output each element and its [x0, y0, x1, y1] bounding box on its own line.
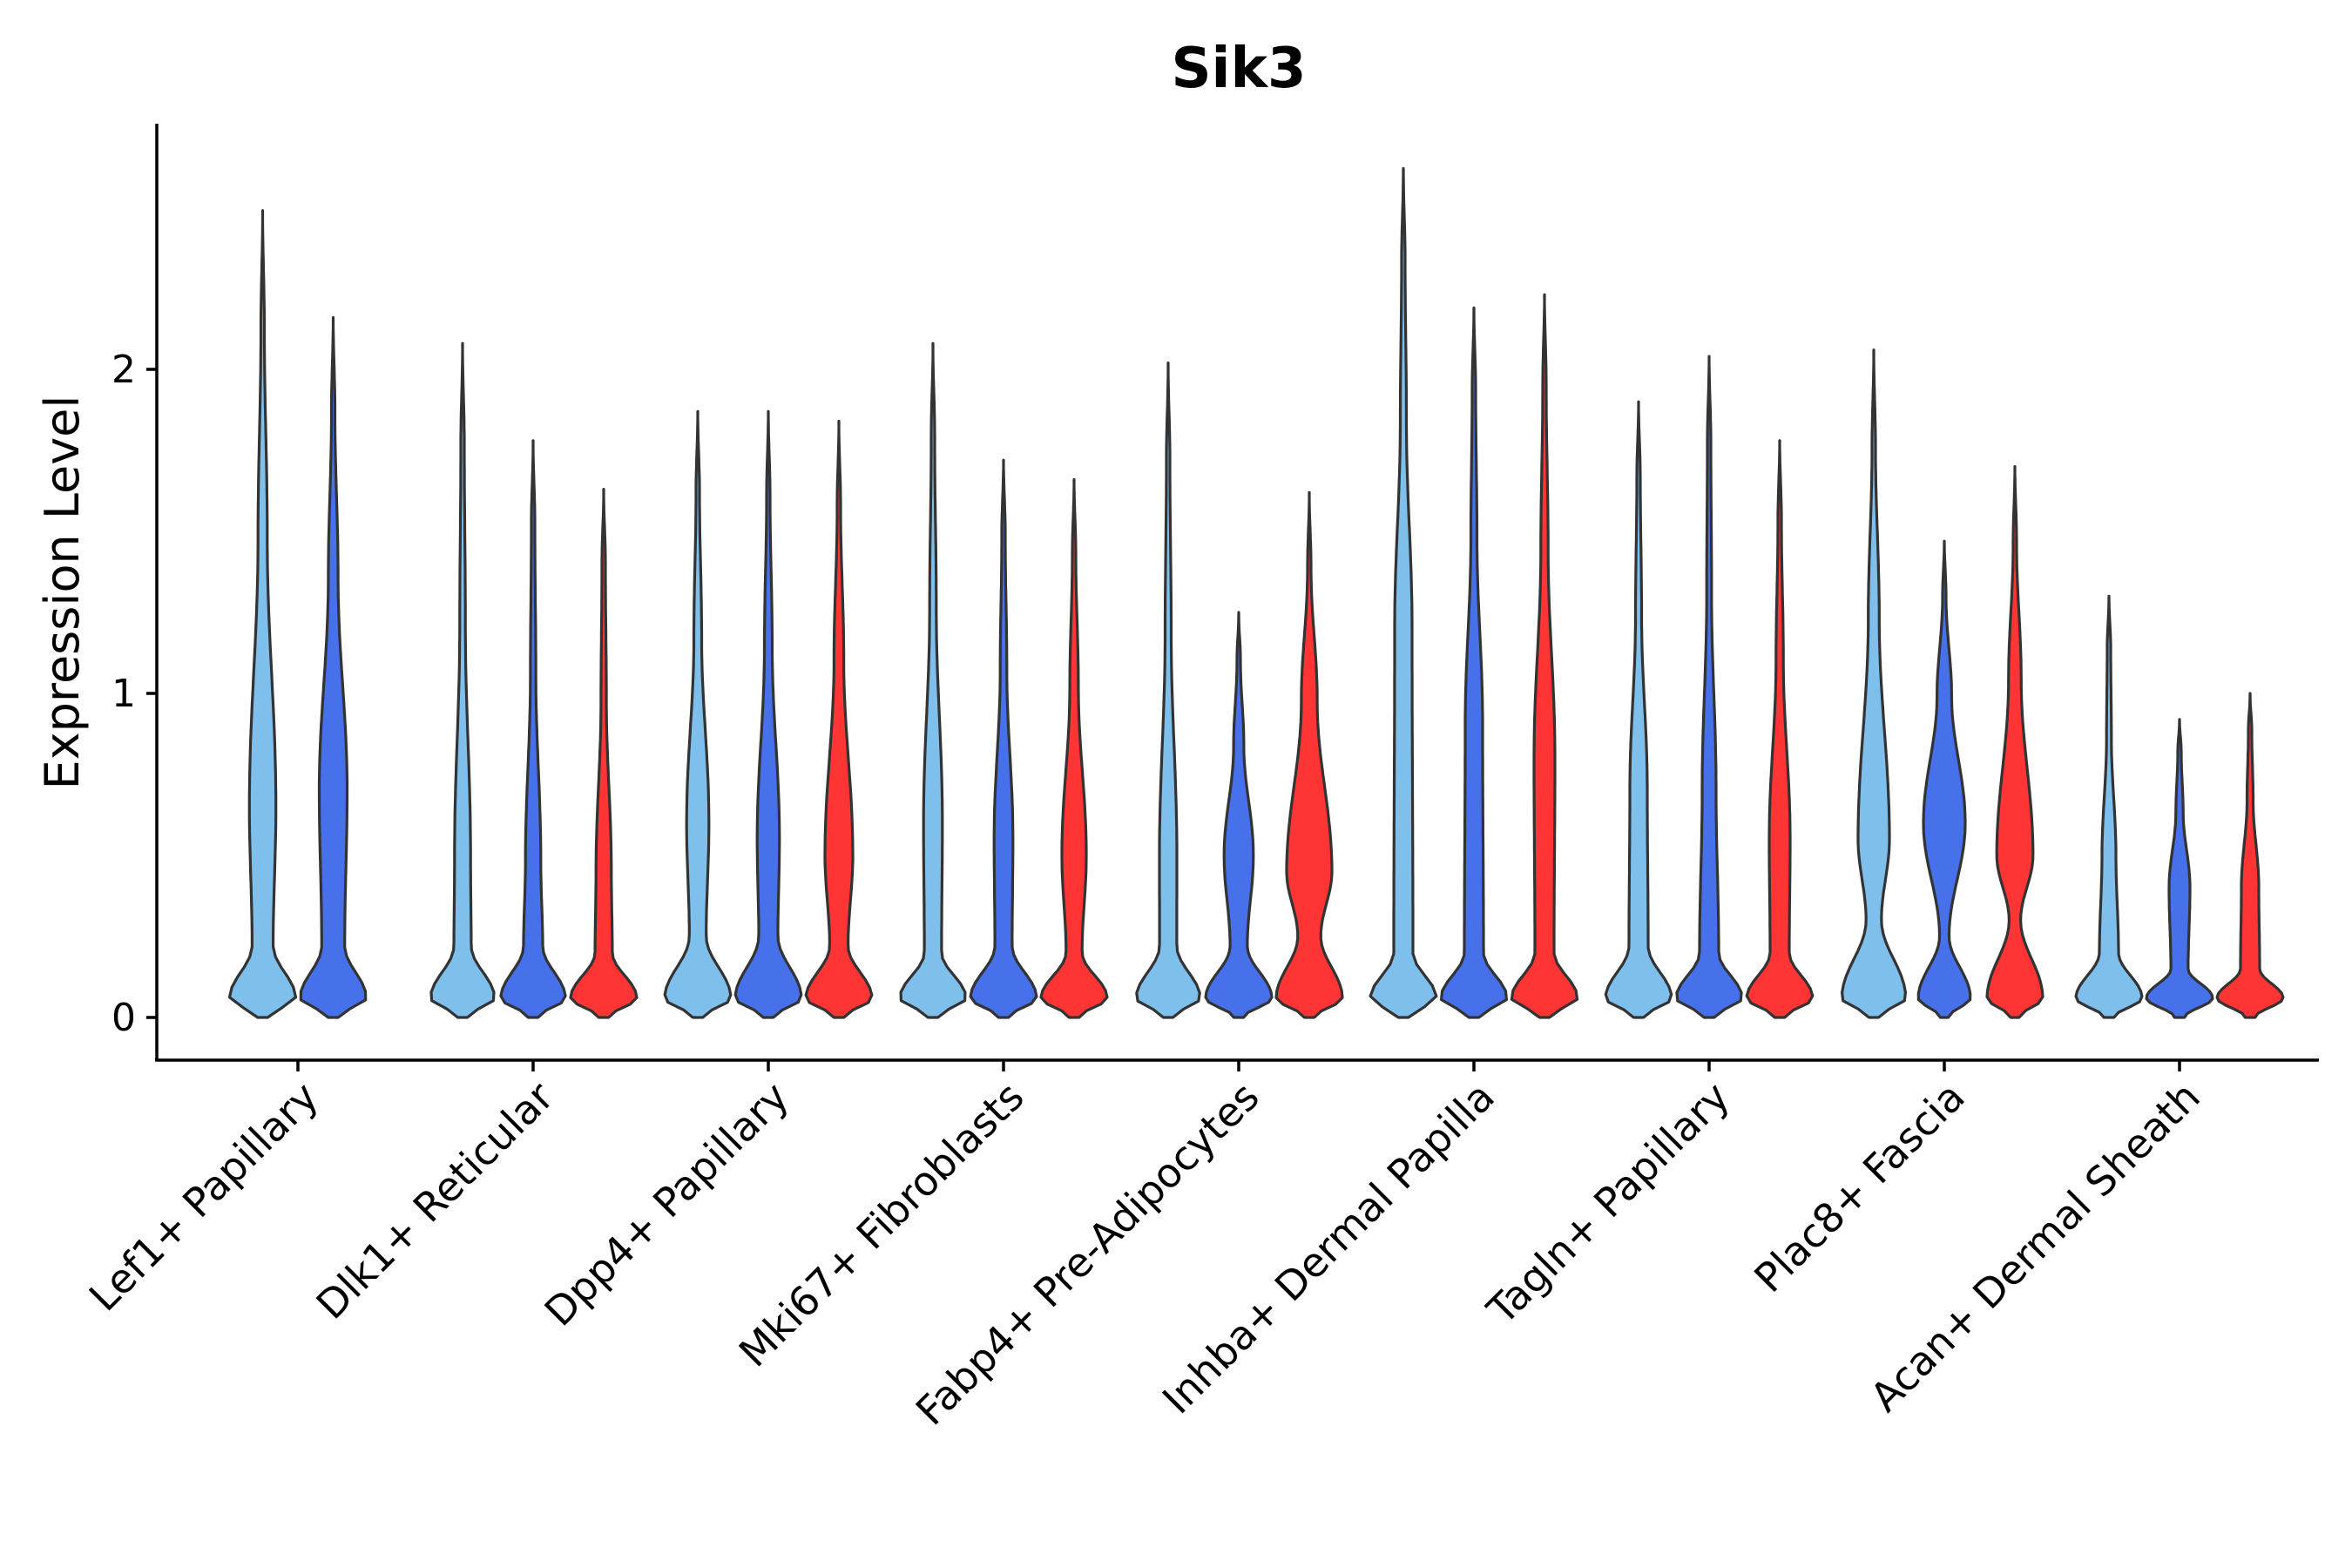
- violin-5-group3: [1274, 490, 1344, 1019]
- violin-7-group3: [1745, 439, 1815, 1019]
- violin-4-group1: [899, 341, 967, 1019]
- x-tick-label: Dlk1+ Reticular: [308, 1073, 563, 1328]
- chart-title: Sik3: [1171, 37, 1306, 101]
- violin-3-group1: [663, 409, 733, 1019]
- violin-3-group3: [804, 419, 874, 1019]
- violin-7-group1: [1604, 400, 1673, 1019]
- violin-2-group1: [429, 341, 496, 1019]
- violin-4-group3: [1039, 477, 1109, 1019]
- violins-layer: [227, 166, 2285, 1019]
- violin-1-group1: [227, 209, 298, 1019]
- y-axis-title: Expression Level: [35, 395, 90, 790]
- violin-6-group1: [1369, 166, 1438, 1019]
- y-tick-label: 0: [112, 996, 136, 1040]
- x-tick-label: Dpp4+ Papillary: [536, 1073, 798, 1335]
- violin-8-group1: [1841, 348, 1907, 1019]
- y-tick-label: 1: [112, 672, 136, 716]
- x-tick-label: Tagln+ Papillary: [1477, 1073, 1739, 1335]
- violin-9-group3: [2215, 692, 2285, 1019]
- violin-3-group2: [733, 409, 803, 1019]
- violin-6-group2: [1440, 306, 1508, 1019]
- violin-2-group3: [569, 488, 639, 1019]
- violin-6-group3: [1510, 293, 1579, 1019]
- y-tick-label: 2: [112, 348, 136, 392]
- violin-9-group2: [2145, 718, 2214, 1019]
- violin-4-group2: [969, 458, 1038, 1019]
- y-axis-ticks: 0 1 2: [112, 348, 157, 1040]
- violin-9-group1: [2074, 594, 2144, 1019]
- x-tick-label: Plac8+ Fascia: [1745, 1073, 1973, 1301]
- violin-2-group2: [499, 439, 567, 1019]
- violin-8-group3: [1985, 465, 2044, 1019]
- violin-5-group1: [1135, 362, 1201, 1019]
- violin-5-group2: [1204, 611, 1274, 1019]
- x-tick-label: Lef1+ Papillary: [80, 1073, 328, 1321]
- violin-1-group2: [299, 315, 368, 1019]
- violin-7-group2: [1675, 355, 1743, 1019]
- violin-8-group2: [1916, 539, 1972, 1019]
